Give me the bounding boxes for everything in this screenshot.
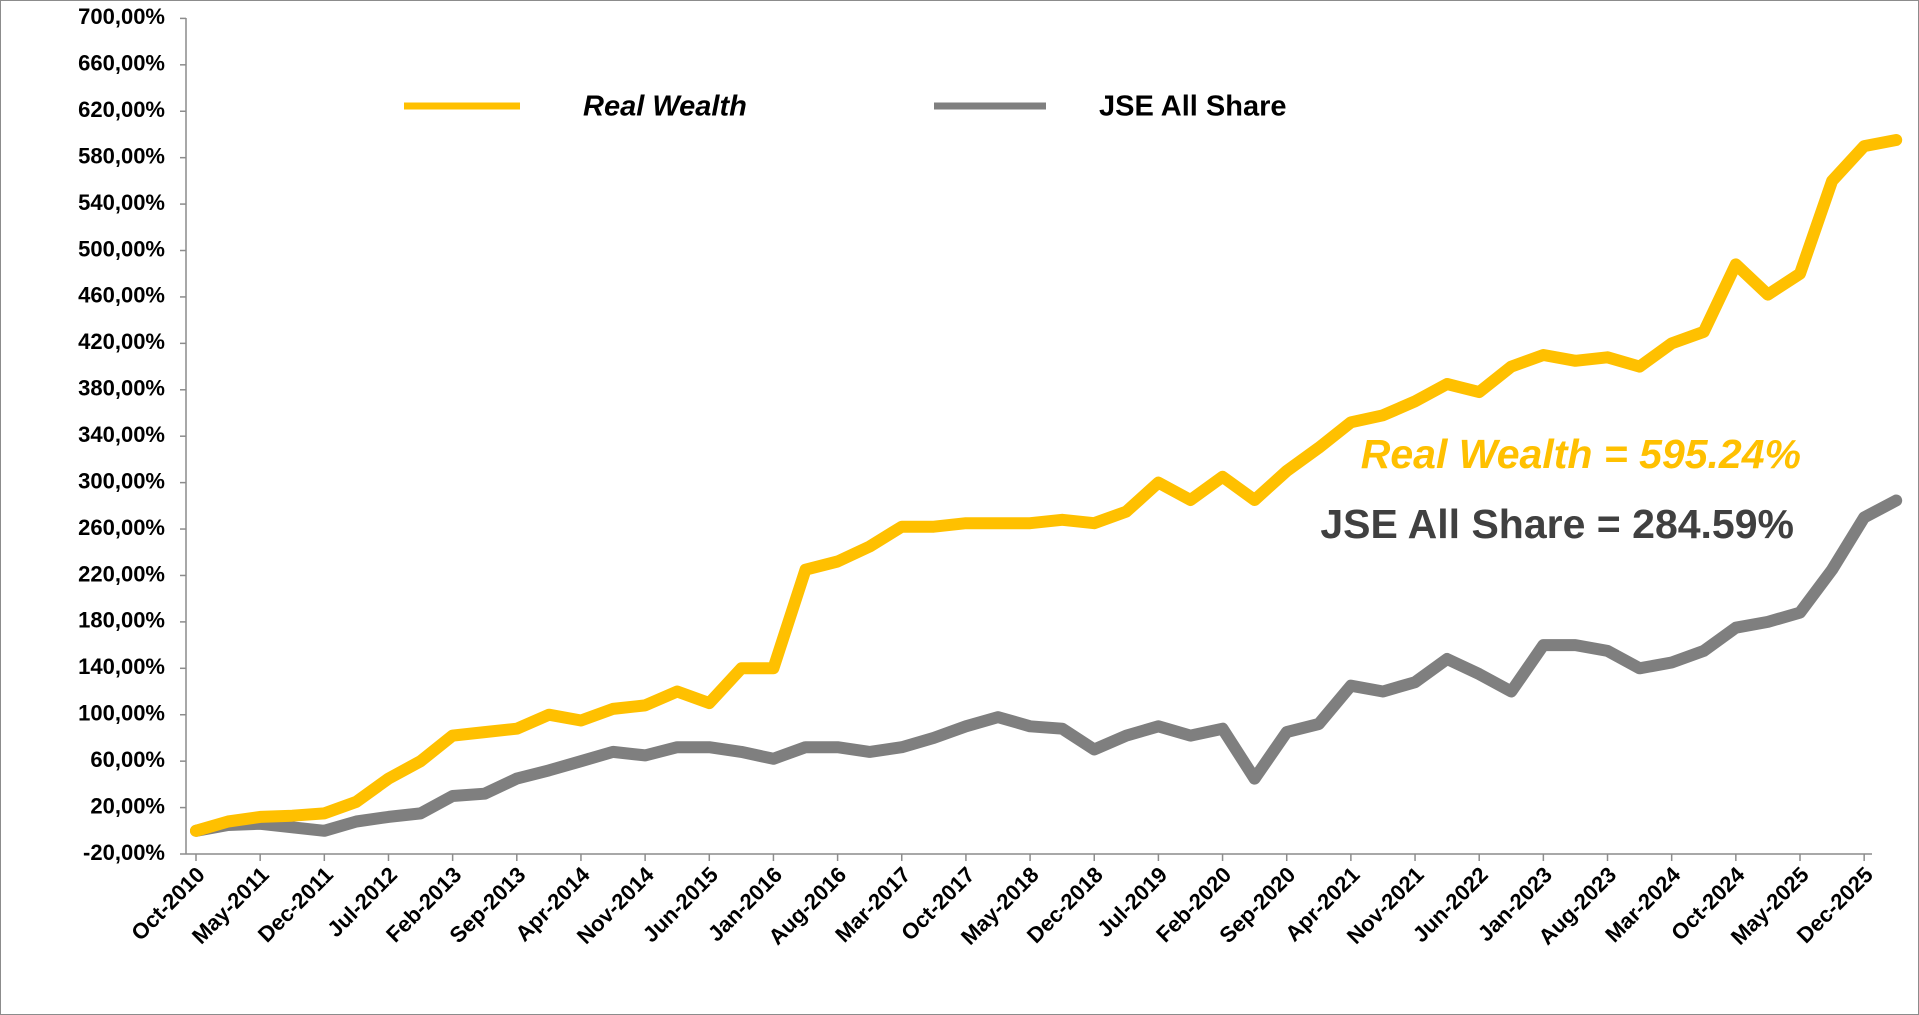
y-tick-label: 140,00% xyxy=(78,654,165,679)
series-line xyxy=(190,494,1903,837)
y-tick-label: 700,00% xyxy=(78,4,165,29)
y-tick-label: 660,00% xyxy=(78,51,165,76)
y-tick-label: 300,00% xyxy=(78,468,165,493)
y-tick-label: 220,00% xyxy=(78,561,165,586)
series-line xyxy=(190,134,1903,837)
y-tick-label: 620,00% xyxy=(78,97,165,122)
y-tick-label: 460,00% xyxy=(78,283,165,308)
y-tick-label: 580,00% xyxy=(78,143,165,168)
y-tick-label: 180,00% xyxy=(78,608,165,633)
y-tick-label: 100,00% xyxy=(78,701,165,726)
y-tick-label: 260,00% xyxy=(78,515,165,540)
annotation: Real Wealth = 595.24% xyxy=(1361,431,1801,477)
y-tick-label: 340,00% xyxy=(78,422,165,447)
y-tick-label: 20,00% xyxy=(90,793,165,818)
y-tick-label: 380,00% xyxy=(78,376,165,401)
y-tick-label: 420,00% xyxy=(78,329,165,354)
legend-label: JSE All Share xyxy=(1099,91,1287,123)
annotation: JSE All Share = 284.59% xyxy=(1320,501,1794,547)
legend-label: Real Wealth xyxy=(583,91,747,123)
y-tick-label: 500,00% xyxy=(78,236,165,261)
y-tick-label: 60,00% xyxy=(90,747,165,772)
y-tick-label: 540,00% xyxy=(78,190,165,215)
y-tick-label: -20,00% xyxy=(83,840,165,865)
